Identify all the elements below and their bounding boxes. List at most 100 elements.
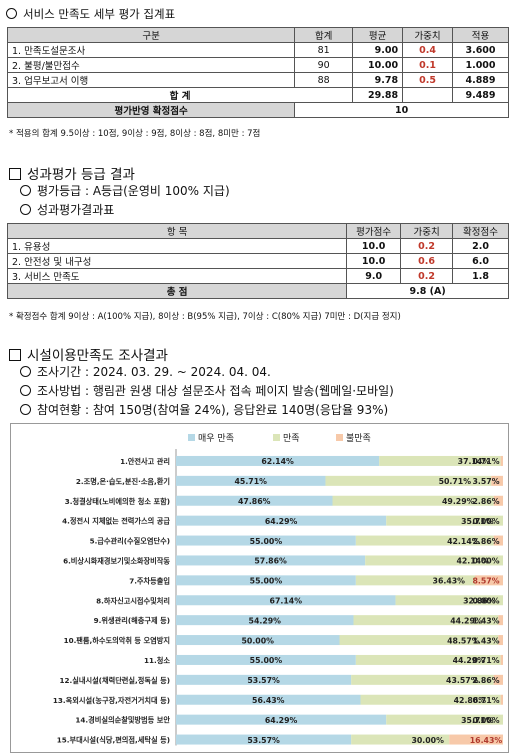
bar-segment <box>355 575 475 586</box>
bar-segment <box>176 714 387 725</box>
section2-note: * 확정점수 합계 9이상 : A(100% 지급), 8이상 : B(95% … <box>9 312 401 322</box>
bar-segment <box>176 615 354 626</box>
row-score: 9.0 <box>346 268 402 284</box>
bar-segment <box>176 555 366 566</box>
section2-title-row: 성과평가 등급 결과 <box>9 163 135 183</box>
data-label: 56.43% <box>252 696 285 705</box>
circle-bullet-icon <box>20 185 31 196</box>
data-label: 55.00% <box>250 577 283 586</box>
bar-segment <box>332 495 494 506</box>
section3-title-row: 시설이용만족도 조사결과 <box>9 344 168 364</box>
category-label: 9.위생관리(해충구제 등) <box>94 616 170 625</box>
data-label: 55.00% <box>250 656 283 665</box>
bar-segment <box>176 674 352 685</box>
bar-segment <box>339 635 499 646</box>
circle-bullet-icon <box>20 385 31 396</box>
total-row: 총 점 9.8 (A) <box>6 283 509 299</box>
data-label: 0.00% <box>472 596 499 605</box>
survey-period: 조사기간 : 2024. 03. 29. ~ 2024. 04. 04. <box>37 365 271 379</box>
data-label: 35.71% <box>461 716 494 725</box>
row-avg: 9.78 <box>352 72 404 88</box>
sum-row: 합 계 29.88 9.489 <box>6 87 509 103</box>
sum-label: 합 계 <box>6 87 354 103</box>
header-cell: 평균 <box>352 27 404 43</box>
row-weight: 0.6 <box>400 253 454 269</box>
bar-segment <box>176 535 356 546</box>
row-applied: 1.000 <box>452 57 509 73</box>
row-weight: 0.2 <box>400 238 454 254</box>
row-applied: 3.600 <box>452 42 509 58</box>
data-label: 53.57% <box>247 736 280 745</box>
row-final: 2.0 <box>452 238 509 254</box>
legend-label: 매우 만족 <box>198 433 234 444</box>
category-label: 5.급수관리(수질오염단수) <box>90 537 170 546</box>
bar-segment <box>449 734 503 745</box>
circle-bullet-icon <box>20 204 31 215</box>
category-label: 11.청소 <box>144 656 170 665</box>
table-header-row: 항 목 평가점수 가중치 확정점수 <box>6 223 509 239</box>
data-label: 42.14% <box>447 537 480 546</box>
row-total: 88 <box>294 72 354 88</box>
data-label: 57.86% <box>254 557 287 566</box>
bar-segment <box>176 455 380 466</box>
data-label: 50.71% <box>439 477 472 486</box>
bar-segment <box>176 734 352 745</box>
row-final: 1.8 <box>452 268 509 284</box>
data-label: 42.14% <box>456 557 489 566</box>
result-caption-row: 성과평가결과표 <box>20 201 114 218</box>
header-cell: 평가점수 <box>346 223 402 239</box>
data-label: 0.71% <box>472 457 499 466</box>
bar-segment <box>176 654 356 665</box>
row-avg: 10.00 <box>352 57 404 73</box>
data-label: 36.43% <box>433 577 466 586</box>
empty-cell <box>402 87 454 103</box>
survey-participation: 참여현황 : 참여 150명(참여율 24%), 응답완료 140명(응답율 9… <box>37 403 389 417</box>
category-label: 13.옥외시설(농구장,자전거거치대 등) <box>53 696 170 705</box>
row-weight: 0.5 <box>402 72 454 88</box>
grade-line: 평가등급 : A등급(운영비 100% 지급) <box>37 184 230 198</box>
final-row: 평가반영 확정점수 10 <box>6 102 509 118</box>
data-label: 2.86% <box>472 497 499 506</box>
data-label: 47.86% <box>238 497 271 506</box>
bar-segment <box>474 575 503 586</box>
total-label: 총 점 <box>6 283 348 299</box>
category-label: 4.정전시 지체없는 전력가스의 공급 <box>62 517 170 526</box>
header-cell: 적용 <box>452 27 509 43</box>
data-label: 44.29% <box>450 616 483 625</box>
data-label: 50.00% <box>242 636 275 645</box>
performance-table: 항 목 평가점수 가중치 확정점수 1. 유용성 10.0 0.2 2.0 2.… <box>6 223 509 299</box>
data-label: 2.86% <box>472 537 499 546</box>
final-label: 평가반영 확정점수 <box>6 102 296 118</box>
data-label: 53.57% <box>247 676 280 685</box>
legend-swatch <box>188 434 195 441</box>
row-name: 2. 불평/불만접수 <box>6 57 296 73</box>
bar-segment <box>386 515 503 526</box>
row-name: 3. 서비스 만족도 <box>6 268 348 284</box>
row-name: 2. 안전성 및 내구성 <box>6 253 348 269</box>
data-label: 64.29% <box>265 716 298 725</box>
bar-segment <box>176 635 340 646</box>
section1-note: * 적용의 합계 9.5이상 : 10점, 9이상 : 9점, 8이상 : 8점… <box>9 129 261 139</box>
row-applied: 4.889 <box>452 72 509 88</box>
row-total: 90 <box>294 57 354 73</box>
section1-heading-row: 서비스 만족도 세부 평가 집계표 <box>6 6 175 22</box>
data-label: 30.00% <box>411 736 444 745</box>
header-cell: 합계 <box>294 27 354 43</box>
sum-applied: 9.489 <box>452 87 509 103</box>
table-header-row: 구분 합계 평균 가중치 적용 <box>6 27 509 43</box>
bar-segment <box>325 475 492 486</box>
table-row: 3. 서비스 만족도 9.0 0.2 1.8 <box>6 268 509 284</box>
data-label: 0.00% <box>472 716 499 725</box>
row-name: 1. 유용성 <box>6 238 348 254</box>
row-score: 10.0 <box>346 253 402 269</box>
data-label: 1.43% <box>472 616 499 625</box>
data-label: 0.00% <box>472 517 499 526</box>
circle-bullet-icon <box>20 366 31 377</box>
category-label: 2.조명,온·습도,분진·소음,환기 <box>76 477 170 486</box>
data-label: 0.00% <box>472 557 499 566</box>
category-label: 8.하자신고시접수및처리 <box>96 596 170 605</box>
bar-segment <box>379 455 501 466</box>
legend-label: 불만족 <box>346 433 371 444</box>
bar-segment <box>500 694 503 705</box>
